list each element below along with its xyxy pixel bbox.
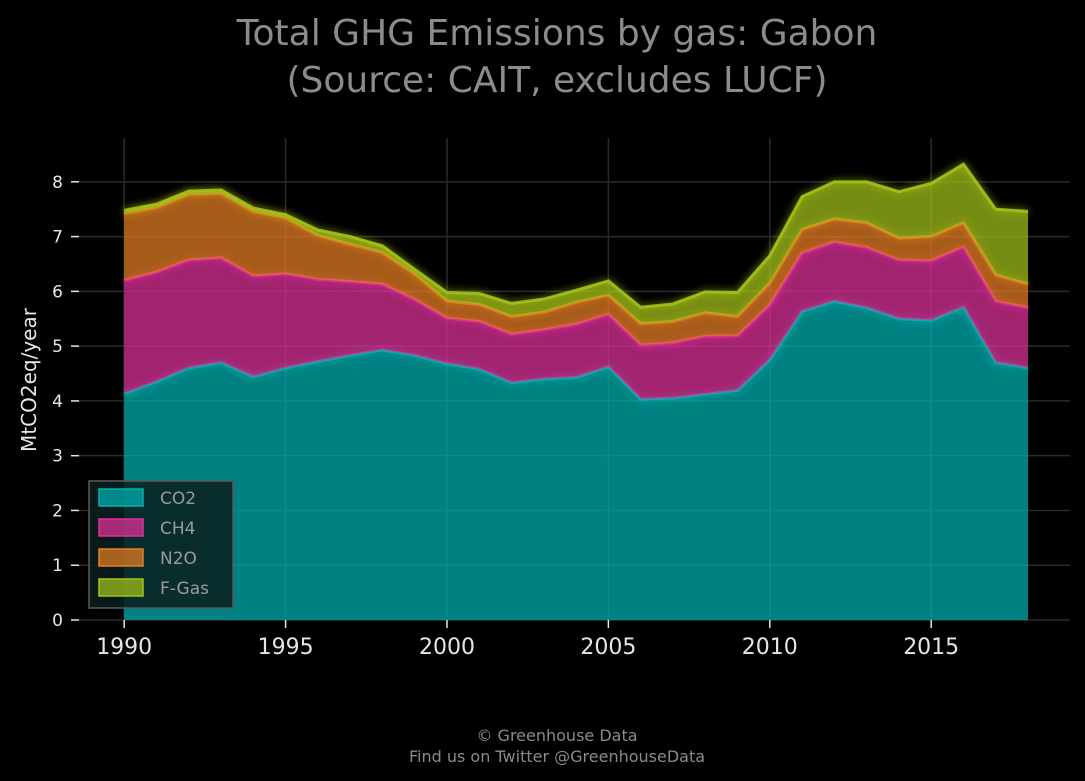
legend-label-f-gas: F-Gas (160, 579, 209, 599)
y-tick-label: 0 (52, 611, 63, 631)
legend-label-n2o: N2O (160, 549, 197, 569)
x-tick-label: 2005 (580, 635, 636, 660)
area-ch4 (124, 242, 1029, 400)
legend-swatch-n2o (98, 548, 144, 567)
y-tick-label: 7 (52, 228, 63, 248)
legend-swatch-co2 (98, 488, 144, 507)
plot-areas (123, 162, 1029, 620)
axes: 0 1 2 3 4 5 6 7 8 1990 1995 2000 2005 2010 2015 (52, 173, 959, 660)
legend: CO2 CH4 N2O F-Gas (88, 480, 234, 609)
x-tick-label: 1990 (96, 635, 152, 660)
legend-swatch-f-gas (98, 578, 144, 597)
x-tick-label: 1995 (258, 635, 314, 660)
chart-title-line1: Total GHG Emissions by gas: Gabon (236, 13, 878, 54)
y-axis-label: MtCO2eq/year (17, 307, 41, 452)
chart-title-line2: (Source: CAIT, excludes LUCF) (286, 60, 827, 101)
y-tick-label: 2 (52, 501, 63, 521)
y-tick-label: 6 (52, 282, 63, 302)
x-tick-label: 2000 (419, 635, 475, 660)
legend-label-ch4: CH4 (160, 519, 195, 539)
legend-swatch-ch4 (98, 518, 144, 537)
legend-label-co2: CO2 (160, 489, 196, 509)
y-tick-label: 8 (52, 173, 63, 193)
footer-copyright: © Greenhouse Data (476, 726, 637, 745)
area-f-gas (124, 164, 1029, 324)
y-tick-label: 5 (52, 337, 63, 357)
y-tick-label: 4 (52, 392, 63, 412)
y-tick-label: 3 (52, 447, 63, 467)
footer-twitter: Find us on Twitter @GreenhouseData (409, 747, 705, 766)
area-co2 (124, 301, 1029, 620)
line-f-gas (123, 162, 1029, 309)
x-tick-label: 2015 (903, 635, 959, 660)
x-tick-label: 2010 (742, 635, 798, 660)
y-tick-label: 1 (52, 556, 63, 576)
